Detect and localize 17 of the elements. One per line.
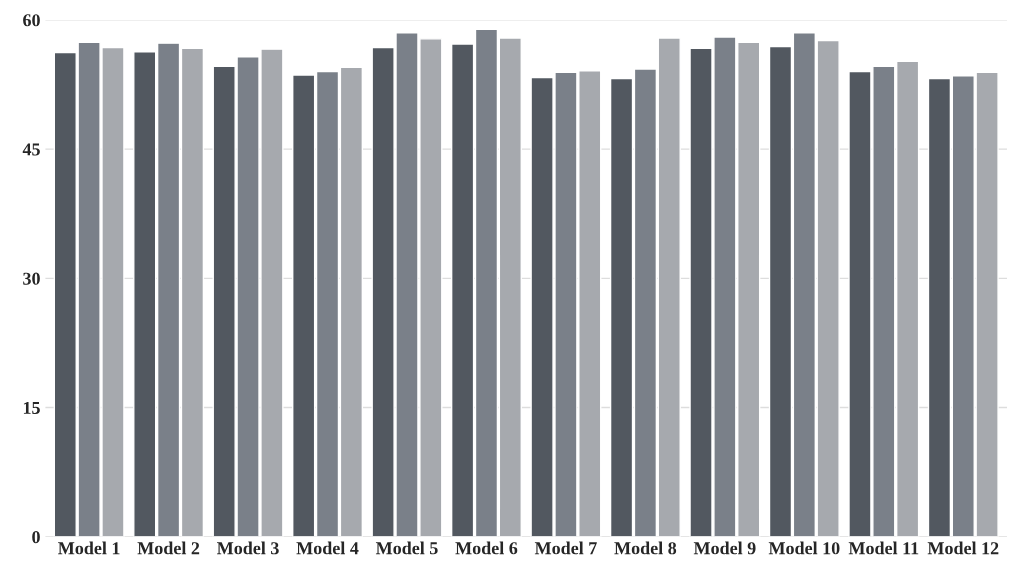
x-tick-label: Model 7 <box>534 541 597 555</box>
x-tick-label: Model 1 <box>58 541 120 555</box>
x-tick-label: Model 3 <box>217 541 279 555</box>
y-tick-label: 30 <box>23 272 40 285</box>
x-tick-label: Model 5 <box>375 541 438 555</box>
x-tick-label: Model 12 <box>927 541 999 555</box>
y-tick-label: 0 <box>32 531 40 544</box>
x-tick-label: Model 2 <box>137 541 200 555</box>
y-tick-label: 60 <box>23 14 40 27</box>
x-tick-label: Model 6 <box>455 541 518 555</box>
y-tick-label: 15 <box>23 401 40 414</box>
y-tick-label: 45 <box>22 143 40 156</box>
x-tick-label: Model 11 <box>848 541 919 555</box>
x-tick-label: Model 8 <box>614 541 677 555</box>
x-tick-label: Model 9 <box>693 541 756 555</box>
x-tick-label: Model 4 <box>296 541 359 555</box>
x-tick-label: Model 10 <box>768 541 840 555</box>
